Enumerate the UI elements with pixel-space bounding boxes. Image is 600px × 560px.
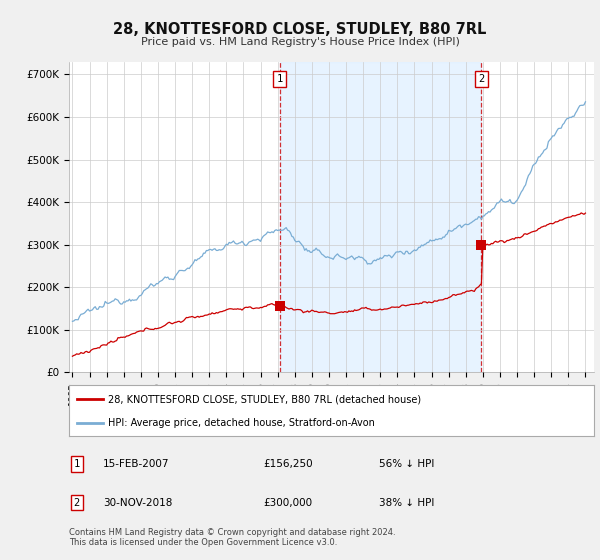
Text: 30-NOV-2018: 30-NOV-2018 — [103, 498, 173, 507]
Text: 56% ↓ HPI: 56% ↓ HPI — [379, 459, 434, 469]
Text: 2: 2 — [74, 498, 80, 507]
Text: Contains HM Land Registry data © Crown copyright and database right 2024.
This d: Contains HM Land Registry data © Crown c… — [69, 528, 395, 547]
Text: 1: 1 — [277, 73, 283, 83]
Text: 2: 2 — [478, 73, 485, 83]
Text: £300,000: £300,000 — [263, 498, 313, 507]
Text: 15-FEB-2007: 15-FEB-2007 — [103, 459, 170, 469]
Text: 28, KNOTTESFORD CLOSE, STUDLEY, B80 7RL (detached house): 28, KNOTTESFORD CLOSE, STUDLEY, B80 7RL … — [109, 394, 421, 404]
Text: Price paid vs. HM Land Registry's House Price Index (HPI): Price paid vs. HM Land Registry's House … — [140, 37, 460, 47]
Text: 28, KNOTTESFORD CLOSE, STUDLEY, B80 7RL: 28, KNOTTESFORD CLOSE, STUDLEY, B80 7RL — [113, 22, 487, 38]
Text: £156,250: £156,250 — [263, 459, 313, 469]
Text: 1: 1 — [74, 459, 80, 469]
Bar — [280, 62, 481, 372]
Text: 38% ↓ HPI: 38% ↓ HPI — [379, 498, 434, 507]
Text: HPI: Average price, detached house, Stratford-on-Avon: HPI: Average price, detached house, Stra… — [109, 418, 375, 428]
